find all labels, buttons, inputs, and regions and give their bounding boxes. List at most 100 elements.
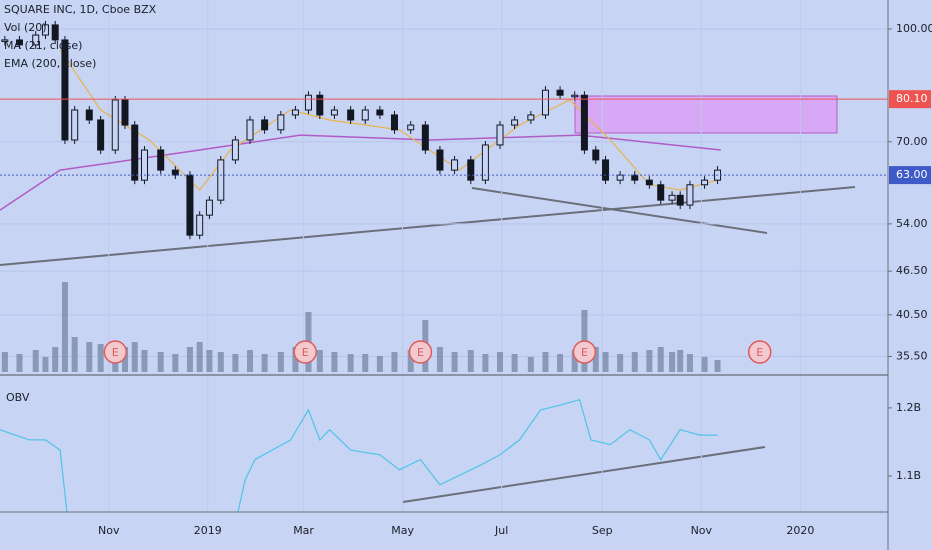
candle [111,99,119,151]
candle [131,124,139,181]
volume-bar [42,357,49,372]
candle [657,184,665,201]
ma-line [59,49,718,191]
volume-bar [571,350,578,372]
volume-bar [391,352,398,372]
volume-bar [497,352,504,372]
volume-bar [527,357,534,372]
y-tick-label: 1.1B [896,469,921,482]
volume-bar [206,350,213,372]
candle [85,109,93,121]
candle [361,109,369,121]
volume-bar [32,350,39,372]
earnings-marker [293,340,317,364]
earnings-marker [748,340,772,364]
volume-bar [97,344,104,372]
volume-bar [292,347,299,372]
volume-bar [86,342,93,372]
volume-bar [677,350,684,372]
candle [451,159,459,171]
volume-bar [362,354,369,372]
candle [556,89,564,96]
trendline [0,186,856,266]
candle [205,199,213,216]
y-tick-label: 46.50 [896,264,928,277]
candle [481,144,489,181]
x-tick-label: Nov [691,524,713,537]
candle [436,149,444,171]
volume-bar [686,354,693,372]
candle [157,149,165,171]
indicator-label: Vol (20) [4,21,47,34]
volume-bar [511,354,518,372]
volume-bar [61,282,68,372]
candle [32,34,40,46]
candle [51,24,59,41]
volume-bar [631,352,638,372]
candle [511,119,519,126]
trendline [471,187,768,234]
volume-bar [217,352,224,372]
volume-bar [467,350,474,372]
volume-bar [331,352,338,372]
candle [580,94,588,151]
x-tick-label: Jul [494,524,508,537]
candle [676,194,684,206]
candle [121,99,129,126]
candle [246,119,254,141]
x-tick-label: May [391,524,414,537]
candle [41,24,49,36]
supply-zone [574,95,838,134]
trendline [402,446,766,503]
candle [277,114,285,131]
volume-bar [436,347,443,372]
price-level-label: 63.00 [896,168,928,181]
volume-bar [714,360,721,372]
x-tick-label: 2019 [194,524,222,537]
earnings-label: E [302,346,309,359]
volume-bar [657,347,664,372]
x-tick-label: Mar [293,524,314,537]
x-tick-label: 2020 [786,524,814,537]
price-level-label: 80.10 [896,92,928,105]
candle [467,159,475,181]
x-tick-label: Nov [98,524,120,537]
y-tick-label: 1.2B [896,401,921,414]
volume-bar [16,354,23,372]
candle [304,94,312,111]
candle [592,149,600,161]
indicator-label: EMA (200, close) [4,57,96,70]
price-level-tag [889,166,931,185]
candle [496,124,504,146]
x-tick-label: Sep [592,524,613,537]
candle [602,159,610,181]
volume-bar [277,352,284,372]
obv-pane [0,398,718,512]
candle [97,119,105,151]
volume-bar [542,352,549,372]
candle [701,179,709,186]
obv-line [0,398,718,512]
candle [645,179,653,186]
earnings-marker [103,340,128,364]
candle [686,184,694,206]
candle [527,114,535,121]
volume-bar [602,352,609,372]
volume-bar [669,352,676,372]
volume-bar [557,354,564,372]
candle [217,159,225,201]
y-tick-label: 70.00 [896,135,928,148]
earnings-label: E [581,346,588,359]
earnings-marker [408,340,433,364]
candle [390,114,398,131]
volume-bar [186,347,193,372]
volume-bar [172,354,179,372]
y-tick-label: 100.00 [896,22,932,35]
candle [330,109,338,116]
indicator-label: MA (21, close) [4,39,82,52]
